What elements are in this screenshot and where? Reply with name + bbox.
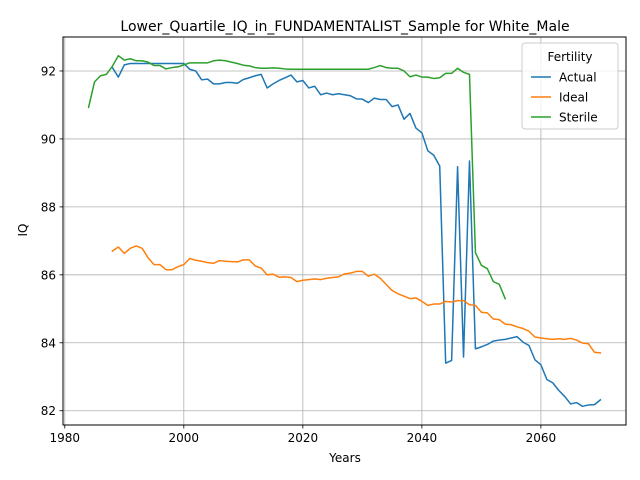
legend-items: Actual Ideal Sterile [531, 71, 598, 125]
x-axis-label: Years [328, 451, 361, 465]
chart-title: Lower_Quartile_IQ_in_FUNDAMENTALIST_Samp… [120, 19, 569, 35]
series-lines [87, 54, 602, 408]
legend-label-sterile: Sterile [559, 111, 598, 125]
legend-box [521, 42, 619, 130]
x-axis: 1980 2000 2020 2040 2060 [50, 425, 557, 445]
x-tick-label: 1980 [50, 431, 81, 445]
y-tick-label: 84 [41, 336, 56, 350]
legend-label-actual: Actual [559, 71, 597, 85]
y-tick-label: 88 [41, 200, 56, 214]
legend-title: Fertility [547, 50, 592, 64]
series-line-ideal [111, 245, 602, 354]
y-axis-label: IQ [16, 224, 30, 237]
series-line-sterile [87, 54, 507, 300]
y-axis: 82 84 86 88 90 92 [41, 64, 63, 418]
y-tick-label: 86 [41, 268, 56, 282]
y-tick-label: 92 [41, 64, 56, 78]
plot-frame [62, 36, 627, 426]
legend: Fertility Actual Ideal Sterile [521, 42, 619, 130]
y-tick-label: 90 [41, 132, 56, 146]
x-tick-label: 2060 [526, 431, 557, 445]
series-line-actual [111, 62, 602, 408]
x-tick-label: 2040 [407, 431, 438, 445]
legend-label-ideal: Ideal [559, 91, 588, 105]
x-tick-label: 2020 [288, 431, 319, 445]
y-tick-label: 82 [41, 404, 56, 418]
x-tick-label: 2000 [169, 431, 200, 445]
